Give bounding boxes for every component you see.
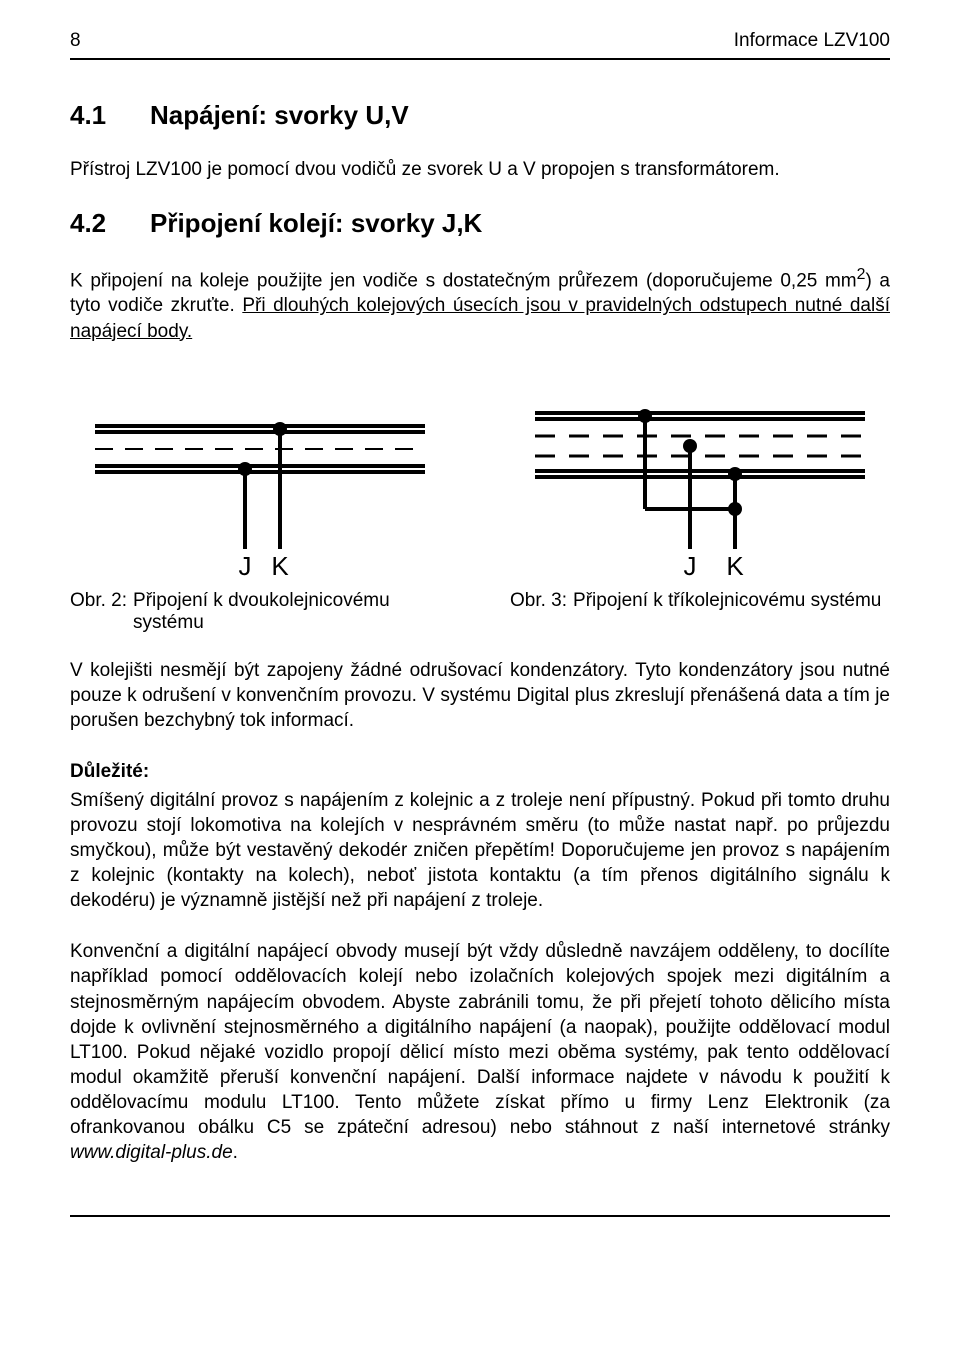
para-4-2-intro: K připojení na koleje použijte jen vodič… [70,265,890,344]
svg-text:K: K [271,551,289,581]
figure-caption-text: Připojení k tříkolejnicovému systému [573,590,890,612]
running-title: Informace LZV100 [734,30,890,52]
figure-3-svg: JK [535,374,865,584]
section-title: Připojení kolejí: svorky J,K [150,208,482,239]
section-heading-4-1: 4.1 Napájení: svorky U,V [70,100,890,131]
section-number: 4.1 [70,100,150,131]
text: . [233,1142,238,1163]
figure-2-svg: JK [95,374,425,584]
figure-caption-label: Obr. 2: [70,590,133,634]
figures-row: JK Obr. 2: Připojení k dvoukolejnicovému… [70,374,890,634]
page: 8 Informace LZV100 4.1 Napájení: svorky … [0,0,960,1257]
section-title: Napájení: svorky U,V [150,100,409,131]
para-main: V kolejišti nesmějí být zapojeny žádné o… [70,658,890,733]
figure-3-caption: Obr. 3: Připojení k tříkolejnicovému sys… [510,590,890,612]
figure-2-caption: Obr. 2: Připojení k dvoukolejnicovému sy… [70,590,450,634]
para-4-1: Přístroj LZV100 je pomocí dvou vodičů ze… [70,157,890,182]
text: K připojení na koleje použijte jen vodič… [70,270,857,291]
svg-text:J: J [684,551,697,581]
figure-3: JK Obr. 3: Připojení k tříkolejnicovému … [510,374,890,634]
page-header: 8 Informace LZV100 [70,30,890,52]
para-important: Smíšený digitální provoz s napájením z k… [70,788,890,913]
website-url: www.digital-plus.de [70,1142,233,1163]
svg-text:K: K [726,551,744,581]
section-heading-4-2: 4.2 Připojení kolejí: svorky J,K [70,208,890,239]
figure-2: JK Obr. 2: Připojení k dvoukolejnicovému… [70,374,450,634]
svg-text:J: J [239,551,252,581]
text: Konvenční a digitální napájecí obvody mu… [70,941,890,1138]
footer-rule [70,1215,890,1217]
page-number: 8 [70,30,81,52]
figure-caption-label: Obr. 3: [510,590,573,612]
para-separation: Konvenční a digitální napájecí obvody mu… [70,939,890,1165]
figure-caption-text: Připojení k dvoukolejnicovému systému [133,590,450,634]
header-rule [70,58,890,60]
important-label: Důležité: [70,759,890,784]
important-label-text: Důležité: [70,761,149,782]
section-number: 4.2 [70,208,150,239]
